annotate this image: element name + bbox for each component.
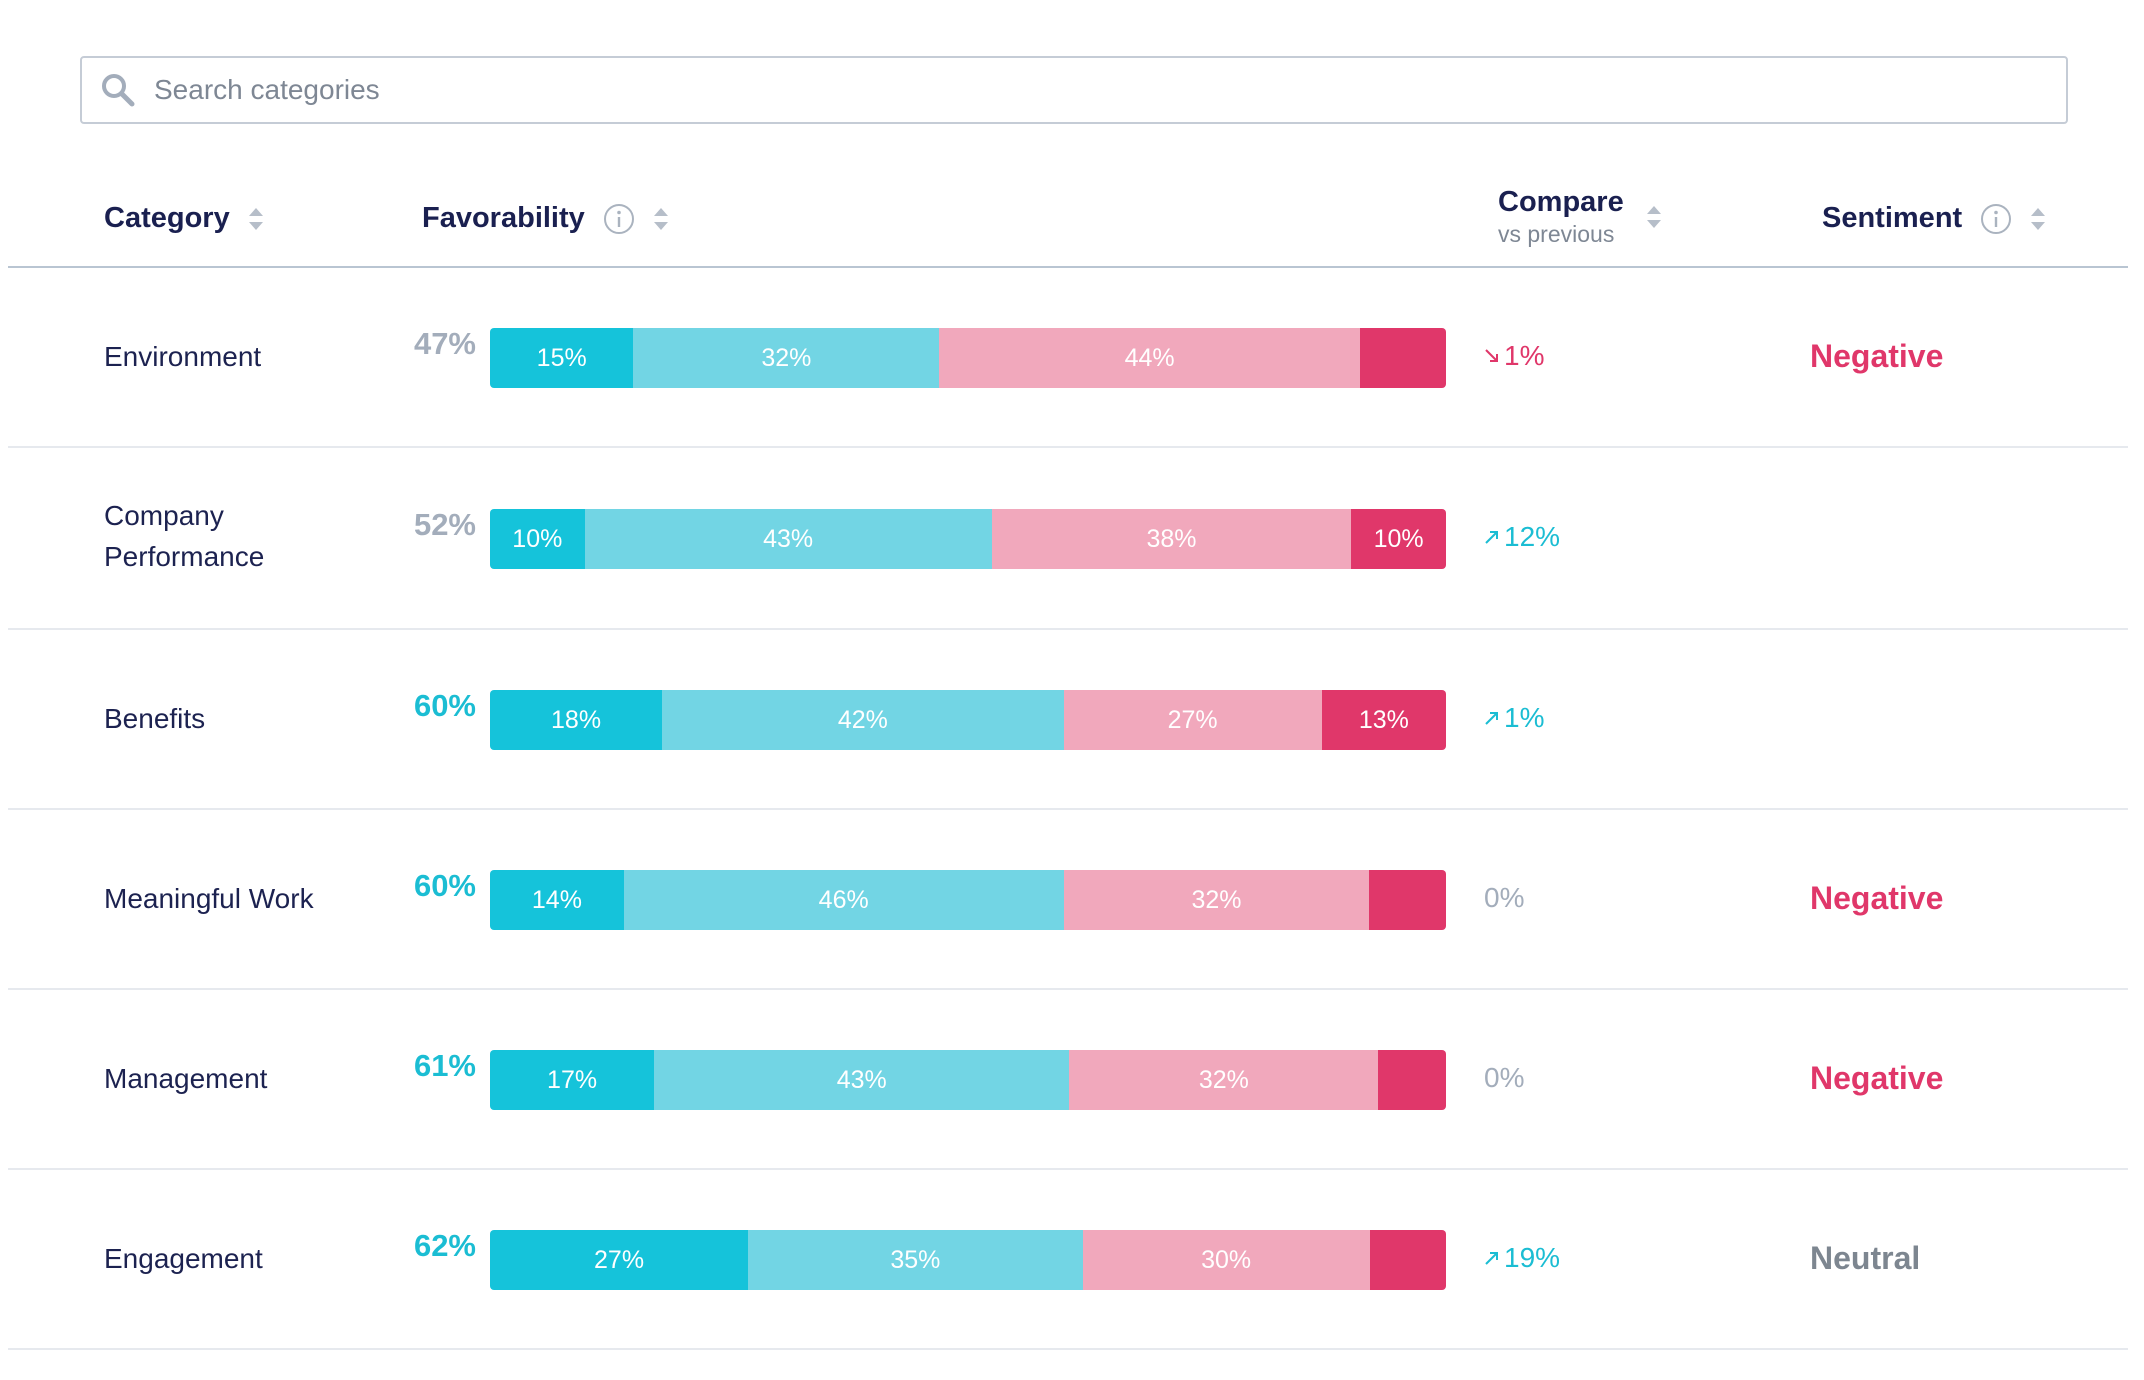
compare-value: 1% bbox=[1484, 702, 1544, 734]
favorability-score: 62% bbox=[413, 1228, 476, 1263]
bar-segment-favorable[interactable]: 42% bbox=[662, 690, 1064, 750]
bar-segment-unfavorable[interactable]: 44% bbox=[939, 328, 1360, 388]
favorability-score: 60% bbox=[413, 868, 476, 903]
column-label: Sentiment bbox=[1822, 202, 1963, 234]
bar-segment-strongly-favorable[interactable]: 14% bbox=[490, 870, 624, 930]
category-name: Company Performance bbox=[104, 500, 265, 572]
favorability-score: 60% bbox=[413, 688, 476, 723]
sort-icon[interactable] bbox=[1646, 204, 1662, 230]
category-name: Engagement bbox=[104, 1243, 263, 1274]
bar-segment-favorable[interactable]: 43% bbox=[584, 509, 992, 569]
bar-segment-strongly-unfavorable[interactable] bbox=[1378, 1050, 1446, 1110]
favorability-score: 61% bbox=[413, 1048, 476, 1083]
compare-text: 1% bbox=[1504, 702, 1545, 733]
column-header-category[interactable]: Category bbox=[104, 202, 264, 235]
bar-segment-favorable[interactable]: 46% bbox=[623, 870, 1064, 930]
compare-value: 1% bbox=[1484, 340, 1544, 372]
bar-segment-strongly-favorable[interactable]: 15% bbox=[490, 328, 634, 388]
trend-up-icon bbox=[1484, 710, 1500, 726]
favorability-bar[interactable]: 10% 43% 38% 10% bbox=[490, 509, 1446, 569]
table-row[interactable]: Environment 47% 15% 32% 44% 1% Negative bbox=[8, 268, 2128, 448]
table-row[interactable]: Benefits 60% 18% 42% 27% 13% 1% bbox=[8, 630, 2128, 810]
column-header-sentiment[interactable]: Sentiment bbox=[1822, 202, 2046, 235]
category-name: Environment bbox=[104, 341, 262, 372]
favorability-bar[interactable]: 18% 42% 27% 13% bbox=[490, 690, 1446, 750]
category-name: Benefits bbox=[104, 703, 206, 734]
page: Category Favorability Compare vs previou… bbox=[8, 4, 2128, 1380]
bar-segment-unfavorable[interactable]: 38% bbox=[991, 509, 1352, 569]
favorability-score: 52% bbox=[413, 507, 476, 542]
trend-up-icon bbox=[1484, 1250, 1500, 1266]
sentiment-label: Negative bbox=[1810, 338, 1944, 374]
info-icon[interactable] bbox=[603, 203, 635, 235]
bar-segment-strongly-unfavorable[interactable] bbox=[1369, 1230, 1446, 1290]
bar-segment-strongly-favorable[interactable]: 17% bbox=[490, 1050, 655, 1110]
sentiment-label: Negative bbox=[1810, 880, 1944, 916]
column-label: Category bbox=[104, 202, 230, 234]
bar-segment-unfavorable[interactable]: 30% bbox=[1082, 1230, 1370, 1290]
favorability-bar[interactable]: 15% 32% 44% bbox=[490, 328, 1446, 388]
bar-segment-favorable[interactable]: 32% bbox=[633, 328, 940, 388]
bar-segment-strongly-favorable[interactable]: 18% bbox=[490, 690, 663, 750]
category-name: Management bbox=[104, 1063, 268, 1094]
column-header-favorability[interactable]: Favorability bbox=[422, 202, 669, 235]
bar-segment-favorable[interactable]: 35% bbox=[748, 1230, 1083, 1290]
table-header: Category Favorability Compare vs previou… bbox=[8, 172, 2128, 268]
compare-text: 19% bbox=[1504, 1242, 1561, 1273]
trend-down-icon bbox=[1484, 348, 1500, 364]
sort-icon[interactable] bbox=[2030, 206, 2046, 232]
bar-segment-strongly-unfavorable[interactable]: 13% bbox=[1321, 690, 1446, 750]
search-box[interactable] bbox=[80, 56, 2068, 124]
sort-icon[interactable] bbox=[653, 206, 669, 232]
category-name: Meaningful Work bbox=[104, 883, 314, 914]
bar-segment-strongly-favorable[interactable]: 27% bbox=[490, 1230, 749, 1290]
sort-icon[interactable] bbox=[248, 206, 264, 232]
compare-value: 0% bbox=[1484, 882, 1524, 914]
compare-value: 19% bbox=[1484, 1242, 1560, 1274]
sentiment-label: Negative bbox=[1810, 1060, 1944, 1096]
compare-text: 1% bbox=[1504, 340, 1545, 371]
table-row[interactable]: Engagement 62% 27% 35% 30% 19% Neutral bbox=[8, 1170, 2128, 1350]
compare-text: 12% bbox=[1504, 521, 1561, 552]
bar-segment-strongly-unfavorable[interactable] bbox=[1369, 870, 1446, 930]
favorability-score: 47% bbox=[413, 326, 476, 361]
info-icon[interactable] bbox=[1980, 203, 2012, 235]
bar-segment-unfavorable[interactable]: 32% bbox=[1069, 1050, 1379, 1110]
bar-segment-favorable[interactable]: 43% bbox=[654, 1050, 1070, 1110]
table-row[interactable]: Meaningful Work 60% 14% 46% 32% 0% Negative bbox=[8, 810, 2128, 990]
search-icon bbox=[98, 70, 138, 110]
compare-header-text: Compare vs previous bbox=[1498, 186, 1624, 248]
column-label: Compare bbox=[1498, 186, 1624, 218]
column-sublabel: vs previous bbox=[1498, 221, 1615, 247]
compare-text: 0% bbox=[1484, 882, 1525, 913]
compare-value: 0% bbox=[1484, 1062, 1524, 1094]
sentiment-label: Neutral bbox=[1810, 1240, 1921, 1276]
search-input[interactable] bbox=[152, 64, 2006, 116]
column-header-compare[interactable]: Compare vs previous bbox=[1498, 186, 1662, 248]
table-row[interactable]: Company Performance 52% 10% 43% 38% 10% 12% bbox=[8, 448, 2128, 630]
table-row[interactable]: Management 61% 17% 43% 32% 0% Negative bbox=[8, 990, 2128, 1170]
favorability-bar[interactable]: 17% 43% 32% bbox=[490, 1050, 1446, 1110]
favorability-bar[interactable]: 14% 46% 32% bbox=[490, 870, 1446, 930]
compare-value: 12% bbox=[1484, 521, 1560, 553]
column-label: Favorability bbox=[422, 202, 585, 234]
bar-segment-strongly-unfavorable[interactable]: 10% bbox=[1351, 509, 1446, 569]
favorability-bar[interactable]: 27% 35% 30% bbox=[490, 1230, 1446, 1290]
compare-text: 0% bbox=[1484, 1062, 1525, 1093]
bar-segment-unfavorable[interactable]: 27% bbox=[1063, 690, 1322, 750]
bar-segment-strongly-favorable[interactable]: 10% bbox=[490, 509, 585, 569]
trend-up-icon bbox=[1484, 529, 1500, 545]
bar-segment-unfavorable[interactable]: 32% bbox=[1063, 870, 1370, 930]
bar-segment-strongly-unfavorable[interactable] bbox=[1359, 328, 1446, 388]
